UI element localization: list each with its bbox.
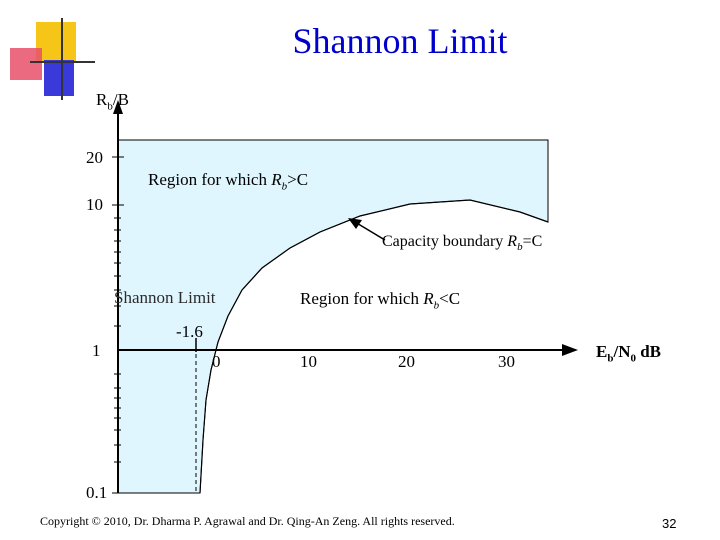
x-tick-label-10: 10 <box>300 352 317 371</box>
x-tick-label-0: 0 <box>212 352 221 371</box>
region-fill <box>117 139 549 494</box>
shannon-value-label: -1.6 <box>176 322 203 341</box>
capacity-pointer-head <box>348 218 362 229</box>
region-above-label: Region for which Rb>C <box>148 170 309 193</box>
x-axis-label: Eb/N0 dB <box>596 342 662 365</box>
capacity-boundary-curve <box>199 199 549 494</box>
y-tick-label-1: 1 <box>92 341 101 360</box>
shannon-limit-label: Shannon Limit <box>114 288 216 307</box>
capacity-boundary-label: Capacity boundary Rb=C <box>382 233 543 254</box>
y-tick-label-10: 10 <box>86 195 103 214</box>
logo-red-square <box>10 48 42 80</box>
x-axis-arrow <box>562 344 578 356</box>
x-tick-label-30: 30 <box>498 352 515 371</box>
region-below-label: Region for which Rb<C <box>300 289 461 312</box>
x-tick-label-20: 20 <box>398 352 415 371</box>
y-axis-label: Rb/B <box>96 90 129 113</box>
y-axis-arrow <box>113 100 123 114</box>
logo-yellow-square <box>36 22 76 62</box>
y-tick-label-01: 0.1 <box>86 483 108 502</box>
y-minor-ticks <box>114 217 121 463</box>
capacity-pointer-arrow <box>354 221 386 241</box>
y-tick-label-20: 20 <box>86 148 103 167</box>
copyright-footer: Copyright © 2010, Dr. Dharma P. Agrawal … <box>40 514 455 528</box>
logo-decoration <box>10 18 95 100</box>
page-number: 32 <box>662 516 677 531</box>
slide-title: Shannon Limit <box>292 21 508 61</box>
logo-blue-square <box>44 60 74 96</box>
